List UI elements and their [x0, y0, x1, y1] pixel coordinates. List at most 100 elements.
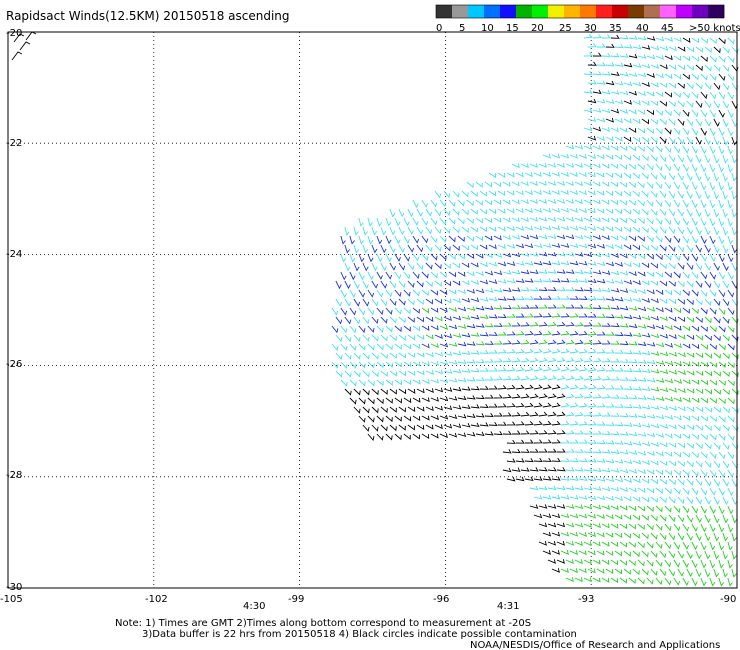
wind-barb [461, 280, 470, 286]
wind-barb [623, 62, 633, 68]
wind-barb [583, 33, 593, 39]
wind-barb [700, 181, 707, 191]
wind-barb [700, 433, 708, 441]
wind-barb [668, 532, 676, 541]
wind-barb [650, 514, 658, 522]
wind-barb [619, 431, 629, 436]
wind-barb [718, 73, 726, 82]
wind-barb [727, 73, 735, 82]
wind-barb [367, 289, 375, 298]
wind-barb [695, 100, 703, 109]
lon-label-102w: -102 [145, 594, 168, 605]
wind-barb [542, 457, 552, 462]
wind-barb [605, 279, 615, 284]
wind-barb [551, 207, 560, 213]
wind-barb [713, 478, 721, 487]
wind-barb [578, 421, 588, 426]
wind-barb [493, 270, 503, 276]
wind-barb [592, 235, 601, 240]
wind-barb [542, 550, 551, 555]
wind-barb [623, 154, 631, 161]
wind-barb [538, 216, 547, 222]
wind-barb [470, 314, 480, 320]
wind-barb [700, 145, 707, 155]
wind-barb [556, 522, 566, 528]
wind-barb [619, 394, 629, 399]
wind-barb [718, 235, 725, 245]
wind-barb [686, 190, 693, 200]
wind-barb [614, 385, 624, 390]
wind-barb [614, 81, 624, 86]
wind-barb [587, 154, 596, 160]
wind-barb [646, 523, 654, 531]
wind-barb [569, 208, 578, 213]
wind-barb [695, 46, 703, 53]
wind-barb [691, 253, 699, 262]
wind-barb [506, 384, 516, 390]
wind-barb [731, 388, 739, 396]
wind-barb [655, 414, 665, 420]
wind-barb [695, 190, 702, 200]
wind-barb [538, 375, 548, 381]
wind-barb [551, 384, 561, 390]
wind-barb [637, 181, 645, 189]
wind-barb [713, 388, 721, 395]
wind-barb [610, 235, 619, 241]
wind-barb [394, 415, 402, 422]
wind-barb [385, 271, 393, 280]
wind-barb [470, 297, 480, 303]
wind-barb [650, 154, 658, 162]
wind-barb [673, 397, 682, 403]
wind-barb [623, 367, 633, 373]
wind-barb [398, 424, 406, 431]
wind-barb [632, 280, 641, 286]
wind-barb [344, 298, 352, 307]
wind-barb [727, 415, 735, 423]
wind-barb [587, 261, 597, 266]
wind-barb [605, 226, 614, 232]
wind-barb [673, 559, 681, 568]
wind-barb [470, 190, 478, 198]
wind-barb [727, 289, 735, 298]
wind-barb [587, 313, 597, 318]
wind-barb [484, 199, 492, 206]
wind-barb [515, 261, 525, 266]
wind-barb [677, 100, 685, 108]
wind-barb [547, 375, 557, 381]
wind-barb [358, 379, 366, 387]
wind-barb [556, 485, 566, 491]
wind-barb [700, 397, 708, 404]
wind-barb [542, 330, 552, 336]
wind-barb [488, 331, 498, 336]
wind-barb [731, 406, 739, 414]
wind-barb [542, 172, 551, 177]
wind-barb [619, 376, 629, 381]
wind-barb [583, 217, 592, 223]
wind-barb [700, 451, 708, 459]
wind-barb [601, 523, 610, 529]
wind-barb [610, 468, 620, 473]
legend-swatch [500, 5, 517, 18]
wind-barb [628, 306, 638, 311]
wind-barb [560, 313, 570, 318]
wind-barb [331, 361, 339, 369]
wind-barb [605, 99, 615, 104]
wind-barb [475, 431, 485, 436]
wind-barb [367, 433, 375, 441]
wind-barb [718, 523, 725, 533]
wind-barb [646, 395, 656, 401]
wind-barb [668, 334, 677, 340]
wind-barb [709, 235, 716, 245]
wind-barb [700, 361, 709, 368]
wind-barb [718, 109, 725, 118]
wind-barb [718, 37, 726, 45]
wind-barb [722, 496, 729, 506]
wind-barb [358, 415, 366, 423]
wind-barb [578, 384, 588, 390]
wind-barb [497, 190, 506, 196]
wind-barb [407, 370, 416, 376]
wind-barb [479, 422, 489, 427]
wind-barb [610, 376, 620, 381]
wind-barb [677, 172, 685, 181]
wind-barb [587, 384, 597, 390]
